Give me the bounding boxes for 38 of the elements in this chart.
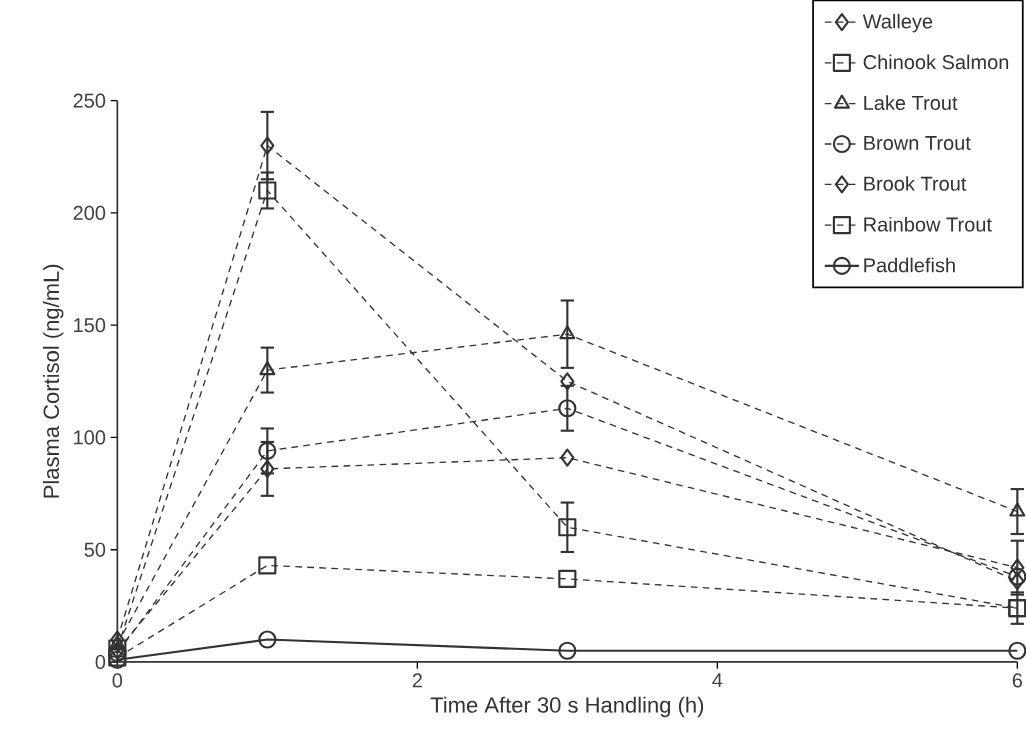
y-tick-label: 150 xyxy=(74,318,106,333)
y-tick-label: 100 xyxy=(74,430,106,445)
legend-label: Brook Trout xyxy=(864,176,967,191)
point xyxy=(1010,558,1025,577)
x-axis-title: Time After 30 s Handling (h) xyxy=(430,696,704,718)
point xyxy=(559,325,576,340)
point xyxy=(260,136,275,155)
legend-label: Walleye xyxy=(862,13,933,33)
point xyxy=(558,399,577,418)
y-tick-label: 200 xyxy=(73,205,106,220)
point xyxy=(259,361,276,376)
point xyxy=(1009,502,1026,517)
x-tick-label: 2 xyxy=(412,673,422,688)
y-tick-label: 50 xyxy=(84,542,106,557)
x-tick-label: 6 xyxy=(1012,673,1023,688)
point xyxy=(560,448,575,467)
point xyxy=(560,372,575,391)
legend-label: Paddlefish xyxy=(864,257,955,273)
point xyxy=(110,630,125,649)
point xyxy=(258,441,277,460)
legend-label: Rainbow Trout xyxy=(864,216,992,232)
y-tick-label: 250 xyxy=(73,93,106,108)
x-tick-label: 0 xyxy=(112,673,123,688)
legend-label: Lake Trout xyxy=(864,95,958,111)
legend-label: Chinook Salmon xyxy=(863,54,1009,70)
point xyxy=(1008,567,1026,586)
point xyxy=(258,556,277,575)
point xyxy=(1008,641,1026,660)
x-tick-label: 4 xyxy=(712,673,723,688)
point xyxy=(558,569,577,588)
point xyxy=(258,630,277,649)
point xyxy=(558,518,577,537)
point xyxy=(260,459,275,478)
y-axis-title: Plasma Cortisol (ng/mL) xyxy=(42,264,64,498)
legend-label: Brown Trout xyxy=(864,136,971,151)
point xyxy=(558,641,577,660)
point xyxy=(258,181,277,200)
y-tick-label: 0 xyxy=(95,654,106,670)
